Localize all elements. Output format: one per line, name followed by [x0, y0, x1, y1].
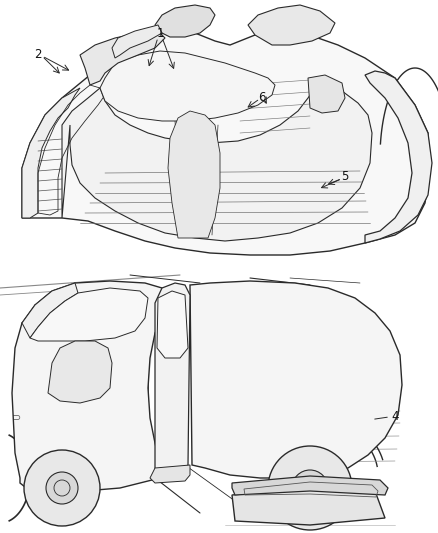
- Bar: [58, 361, 76, 383]
- Polygon shape: [22, 88, 80, 218]
- Polygon shape: [157, 291, 188, 358]
- Polygon shape: [80, 31, 165, 85]
- Text: ⊃: ⊃: [12, 413, 21, 423]
- Polygon shape: [30, 288, 148, 341]
- Polygon shape: [308, 75, 345, 113]
- Polygon shape: [232, 476, 388, 495]
- Polygon shape: [100, 51, 275, 121]
- Circle shape: [268, 446, 352, 530]
- Polygon shape: [62, 85, 372, 241]
- Text: 2: 2: [34, 48, 42, 61]
- Polygon shape: [18, 281, 168, 478]
- Polygon shape: [190, 281, 402, 478]
- Circle shape: [292, 470, 328, 506]
- Polygon shape: [232, 488, 385, 525]
- Polygon shape: [48, 341, 112, 403]
- Polygon shape: [155, 283, 190, 478]
- Polygon shape: [168, 111, 220, 238]
- Text: 1: 1: [156, 27, 164, 39]
- Circle shape: [46, 472, 78, 504]
- Text: 4: 4: [391, 410, 399, 423]
- Bar: [98, 363, 110, 378]
- Circle shape: [24, 450, 100, 526]
- Polygon shape: [248, 5, 335, 45]
- Polygon shape: [22, 283, 78, 338]
- Polygon shape: [22, 28, 430, 255]
- Text: 6: 6: [258, 91, 266, 103]
- Bar: [80, 363, 95, 381]
- Polygon shape: [12, 281, 168, 493]
- Polygon shape: [112, 25, 162, 58]
- Text: 5: 5: [341, 171, 349, 183]
- Polygon shape: [365, 71, 432, 243]
- Polygon shape: [155, 5, 215, 37]
- Polygon shape: [150, 465, 190, 483]
